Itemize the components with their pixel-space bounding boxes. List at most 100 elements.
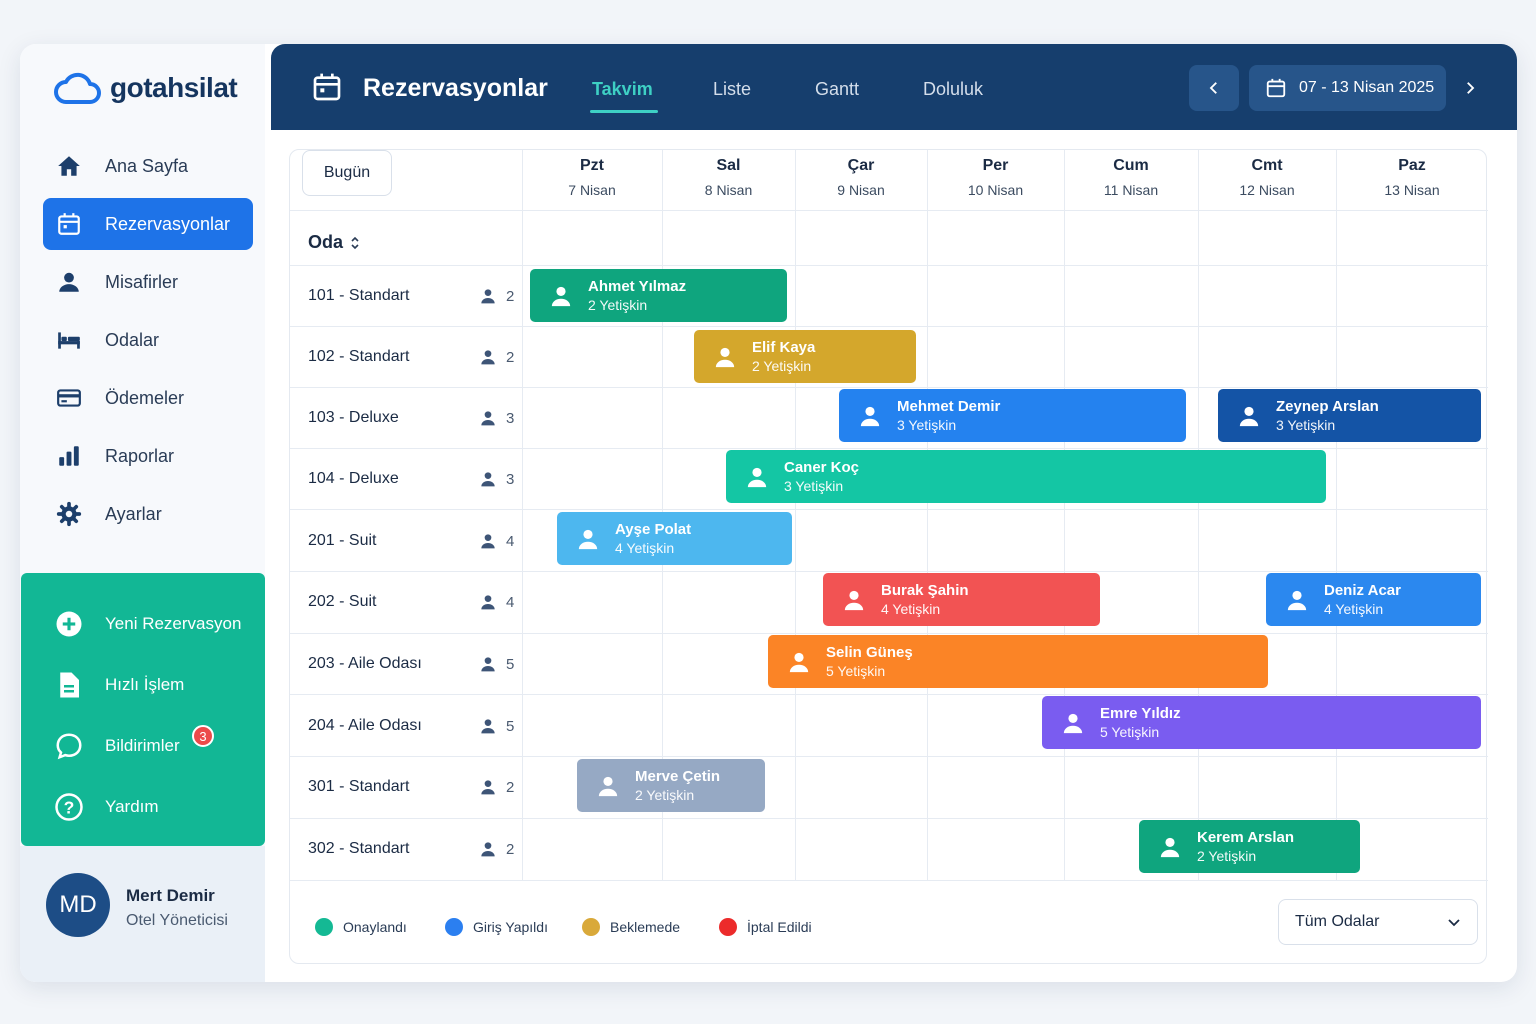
booking-block[interactable]: Burak Şahin 4 Yetişkin	[823, 573, 1100, 626]
booking-guest-count: 2 Yetişkin	[635, 786, 695, 803]
grid-line	[290, 756, 1488, 757]
room-name: 104 - Deluxe	[308, 470, 399, 487]
person-icon	[578, 529, 598, 549]
room-capacity-value: 4	[506, 593, 515, 611]
booking-block[interactable]: Kerem Arslan 2 Yetişkin	[1139, 820, 1360, 873]
quick-item-label: Yeni Rezervasyon	[105, 613, 242, 633]
brand-logo[interactable]: gotahsilat	[52, 70, 238, 106]
booking-guest-count: 4 Yetişkin	[881, 600, 941, 617]
quick-item-bildirimler[interactable]: Bildirimler 3	[21, 715, 265, 776]
sidebar-item-ayarlar[interactable]: Ayarlar	[43, 488, 253, 540]
day-name: Pzt	[580, 157, 604, 174]
room-capacity: 3	[480, 403, 514, 433]
sidebar-item-odalar[interactable]: Odalar	[43, 314, 253, 366]
booking-block[interactable]: Merve Çetin 2 Yetişkin	[577, 759, 765, 812]
document-icon	[53, 669, 85, 701]
quick-item-label: Bildirimler	[105, 735, 180, 755]
person-icon	[481, 534, 495, 549]
today-button[interactable]: Bugün	[302, 150, 392, 196]
tab-gantt[interactable]: Gantt	[815, 79, 860, 99]
room-filter-value: Tüm Odalar	[1295, 913, 1380, 930]
grid-line	[290, 694, 1488, 695]
day-name: Cum	[1113, 157, 1149, 174]
day-date: 8 Nisan	[704, 182, 753, 198]
page-title: Rezervasyonlar	[363, 74, 548, 102]
booking-block[interactable]: Deniz Acar 4 Yetişkin	[1266, 573, 1481, 626]
user-profile[interactable]: MD Mert Demir Otel Yöneticisi	[20, 846, 265, 982]
room-name: 103 - Deluxe	[308, 409, 399, 426]
grid-line	[290, 633, 1488, 634]
room-row: 203 - Aile Odası 5	[308, 649, 514, 679]
sidebar-item-label: Ödemeler	[105, 387, 185, 408]
booking-guest-count: 4 Yetişkin	[615, 539, 675, 556]
quick-item-hizli-islem[interactable]: Hızlı İşlem	[21, 654, 265, 715]
booking-block[interactable]: Mehmet Demir 3 Yetişkin	[839, 389, 1186, 442]
booking-block[interactable]: Zeynep Arslan 3 Yetişkin	[1218, 389, 1481, 442]
booking-guest-count: 3 Yetişkin	[897, 416, 957, 433]
room-row: 202 - Suit 4	[308, 587, 514, 617]
booking-guest: Mehmet Demir	[897, 397, 1001, 415]
booking-guest-count: 5 Yetişkin	[1100, 723, 1160, 740]
sidebar-item-odemeler[interactable]: Ödemeler	[43, 372, 253, 424]
grid-line	[927, 150, 928, 880]
active-tab-indicator	[590, 110, 658, 113]
day-date: 7 Nisan	[568, 182, 616, 198]
day-date: 9 Nisan	[837, 182, 885, 198]
tab-doluluk[interactable]: Doluluk	[923, 79, 984, 99]
day-name: Çar	[847, 157, 875, 174]
grid-line	[1336, 150, 1337, 880]
person-icon	[1160, 837, 1180, 857]
room-row: 201 - Suit 4	[308, 526, 514, 556]
booking-block[interactable]: Emre Yıldız 5 Yetişkin	[1042, 696, 1481, 749]
person-icon	[747, 467, 767, 487]
top-header: Rezervasyonlar Takvim Liste Gantt Dolulu…	[271, 44, 1517, 130]
day-name: Sal	[716, 157, 741, 174]
booking-guest: Deniz Acar	[1324, 581, 1401, 599]
quick-item-yardim[interactable]: ? Yardım	[21, 776, 265, 837]
tab-liste[interactable]: Liste	[713, 79, 752, 99]
legend-label: İptal Edildi	[747, 919, 812, 935]
booking-block[interactable]: Caner Koç 3 Yetişkin	[726, 450, 1326, 503]
sidebar-item-rezervasyonlar[interactable]: Rezervasyonlar	[43, 198, 253, 250]
day-name: Paz	[1398, 157, 1426, 174]
legend-dot	[719, 918, 737, 936]
booking-guest: Elif Kaya	[752, 338, 816, 356]
room-column-label: Oda	[308, 232, 344, 252]
day-name: Per	[982, 157, 1009, 174]
person-icon	[481, 289, 495, 304]
grid-line	[290, 265, 1488, 266]
prev-week-button[interactable]	[1189, 65, 1239, 111]
booking-guest: Zeynep Arslan	[1276, 397, 1379, 415]
booking-block[interactable]: Elif Kaya 2 Yetişkin	[694, 330, 916, 383]
sidebar-item-misafirler[interactable]: Misafirler	[43, 256, 253, 308]
chevron-down-icon	[1448, 919, 1460, 927]
booking-block[interactable]: Selin Güneş 5 Yetişkin	[768, 635, 1268, 688]
date-range-picker[interactable]: 07 - 13 Nisan 2025	[1249, 65, 1446, 111]
person-icon	[860, 406, 880, 426]
person-icon	[598, 776, 618, 796]
room-filter-select[interactable]: Tüm Odalar	[1278, 899, 1478, 945]
booking-guest: Ahmet Yılmaz	[588, 277, 687, 295]
sidebar-item-raporlar[interactable]: Raporlar	[43, 430, 253, 482]
day-header: Cmt 12 Nisan	[1198, 150, 1336, 210]
booking-block[interactable]: Ahmet Yılmaz 2 Yetişkin	[530, 269, 787, 322]
tab-takvim[interactable]: Takvim	[592, 79, 653, 99]
booking-guest-count: 3 Yetişkin	[784, 477, 844, 494]
booking-guest-count: 5 Yetişkin	[826, 662, 886, 679]
next-week-button[interactable]	[1447, 65, 1493, 111]
legend-item: Beklemede	[582, 918, 680, 936]
room-capacity-value: 3	[506, 470, 515, 488]
sidebar-item-ana-sayfa[interactable]: Ana Sayfa	[43, 140, 253, 192]
room-capacity-value: 5	[506, 655, 515, 673]
legend-item: Giriş Yapıldı	[445, 918, 548, 936]
legend-label: Beklemede	[610, 919, 681, 935]
room-column-header[interactable]: Oda	[308, 232, 361, 253]
booking-block[interactable]: Ayşe Polat 4 Yetişkin	[557, 512, 792, 565]
room-name: 101 - Standart	[308, 287, 410, 304]
quick-item-yeni-rezervasyon[interactable]: Yeni Rezervasyon	[21, 593, 265, 654]
day-date: 13 Nisan	[1384, 182, 1440, 198]
day-date: 11 Nisan	[1103, 182, 1159, 198]
sidebar: gotahsilat Ana Sayfa Rezervasyonlar Misa…	[20, 44, 265, 982]
day-header: Paz 13 Nisan	[1336, 150, 1488, 210]
legend-dot	[582, 918, 600, 936]
